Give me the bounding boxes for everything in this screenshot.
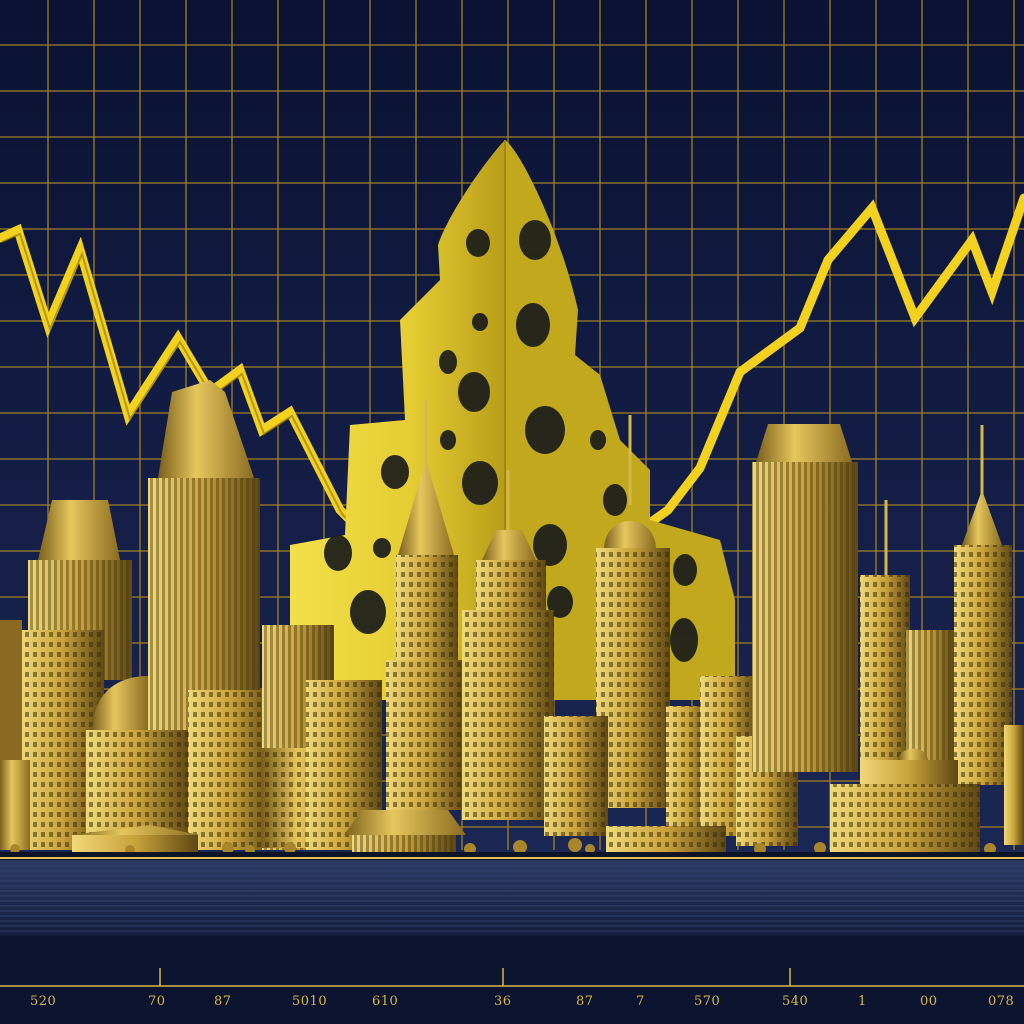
- axis-tick-label: 5010: [292, 994, 328, 1009]
- axis-tick-label: 36: [494, 994, 512, 1009]
- building-spire-center: [386, 400, 466, 810]
- civic-building-left: [70, 825, 200, 855]
- axis-tick-label: 7: [636, 994, 645, 1009]
- water: [0, 860, 1024, 936]
- civic-building-right: [830, 748, 980, 854]
- axis-tick-label: 078: [988, 994, 1015, 1009]
- axis-tick-label: 87: [214, 994, 232, 1009]
- axis-tick-label: 1: [858, 994, 867, 1009]
- building-center-tower: [462, 470, 554, 820]
- building-dome-tower: [596, 415, 670, 808]
- axis-tick-label: 00: [920, 994, 938, 1009]
- axis-tick-label: 87: [576, 994, 594, 1009]
- axis-tick-label: 610: [372, 994, 399, 1009]
- civic-building-center: [344, 810, 466, 855]
- axis-tick-label: 570: [694, 994, 721, 1009]
- axis-tick-label: 540: [782, 994, 809, 1009]
- axis-tick-label: 70: [148, 994, 166, 1009]
- building-right-slab: [752, 424, 858, 772]
- ground-strip: [0, 852, 1024, 860]
- skyline: [0, 380, 1024, 855]
- building-right-spire: [954, 425, 1012, 785]
- axis-tick-label: 520: [30, 994, 57, 1009]
